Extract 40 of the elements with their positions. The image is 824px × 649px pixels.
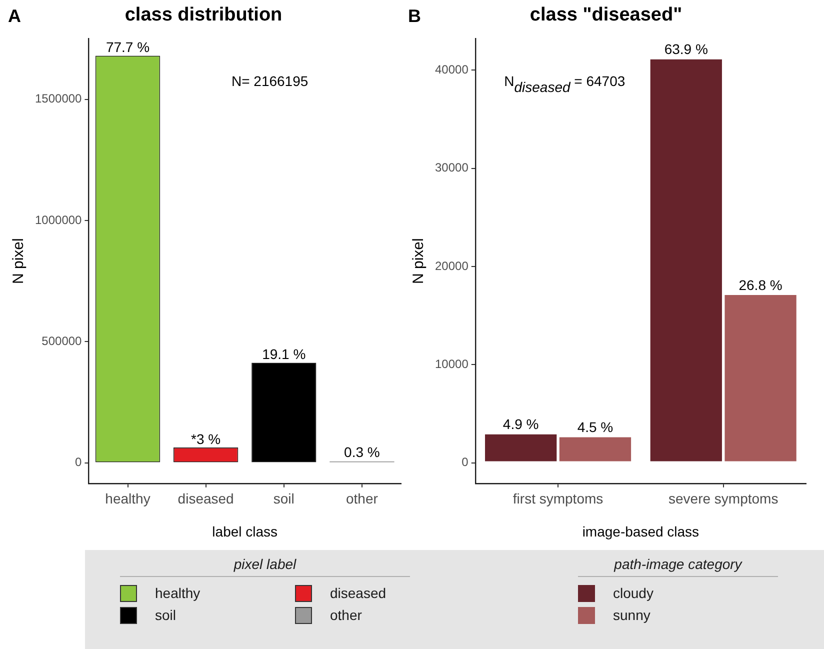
legend-label: cloudy xyxy=(613,585,654,601)
y-tick-label: 20000 xyxy=(434,258,469,273)
annotation: 19.1 % xyxy=(262,346,306,362)
x-tick-label: severe symptoms xyxy=(668,490,778,507)
x-tick-label: healthy xyxy=(105,490,150,507)
text: B xyxy=(408,6,421,27)
chart-title: class distribution xyxy=(124,4,282,26)
x-tick-label: other xyxy=(346,490,378,507)
y-tick-label: 500000 xyxy=(42,334,82,348)
y-tick-label: 40000 xyxy=(434,62,469,77)
annotation: 63.9 % xyxy=(664,41,708,58)
legend-label: healthy xyxy=(155,585,200,601)
legend-label: sunny xyxy=(613,607,650,623)
y-tick-label: 10000 xyxy=(434,356,469,371)
x-tick-label: soil xyxy=(273,490,294,507)
annotation: 4.5 % xyxy=(577,419,614,436)
y-axis-title: N pixel xyxy=(10,238,28,284)
annotation: *3 % xyxy=(191,430,221,447)
chart-title: class "diseased" xyxy=(530,4,682,26)
y-tick-label: 1500000 xyxy=(35,92,82,106)
legend-label: diseased xyxy=(330,585,386,601)
y-tick-label: 30000 xyxy=(434,160,469,175)
annotation: 26.8 % xyxy=(738,276,782,293)
text: A xyxy=(8,6,21,27)
y-tick-label: 0 xyxy=(462,455,469,470)
annotation: 77.7 % xyxy=(106,38,150,55)
legend-label: soil xyxy=(155,607,176,623)
legend-title: pixel label xyxy=(120,556,410,577)
x-tick-label: first symptoms xyxy=(512,490,604,507)
x-axis-title: image-based class xyxy=(582,523,700,540)
y-tick-label: 0 xyxy=(75,455,82,470)
y-axis-title: N pixel xyxy=(410,238,428,284)
annotation: 0.3 % xyxy=(344,444,380,460)
y-tick-label: 1000000 xyxy=(35,212,82,227)
annotation: N= 2166195 xyxy=(231,72,308,89)
legend-title: path-image category xyxy=(578,556,778,577)
legend-label: other xyxy=(330,607,362,623)
annotation: 4.9 % xyxy=(502,416,539,432)
x-tick-label: diseased xyxy=(178,490,234,507)
x-axis-title: label class xyxy=(212,523,278,540)
